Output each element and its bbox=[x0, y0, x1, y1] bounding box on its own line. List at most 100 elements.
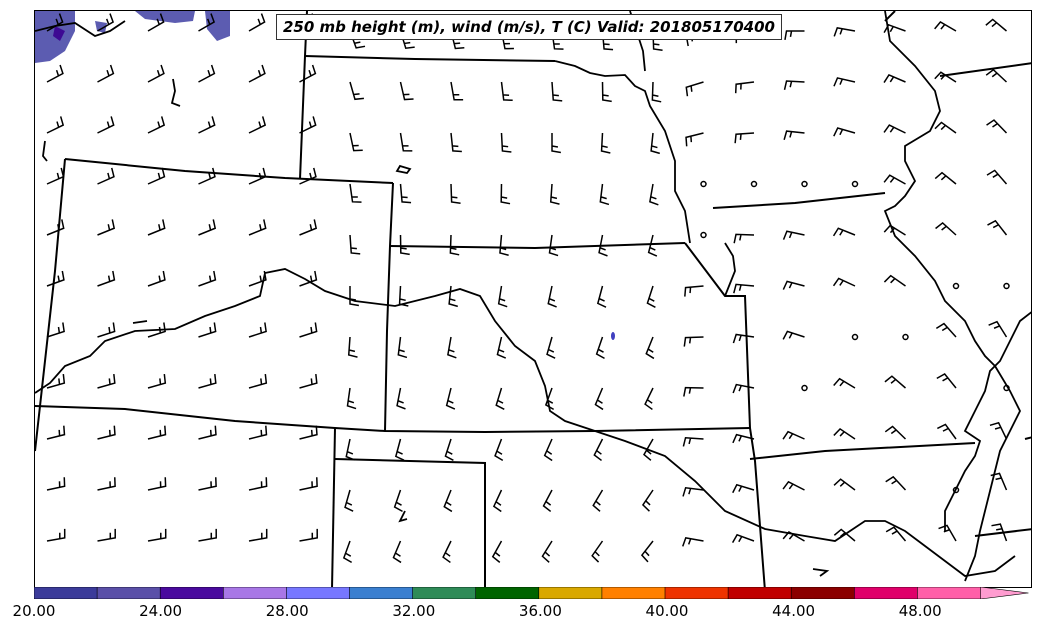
wind-barb bbox=[344, 489, 354, 512]
wind-barb bbox=[450, 81, 464, 101]
wind-barb bbox=[937, 423, 957, 440]
colorbar-segment bbox=[790, 587, 856, 599]
wind-barb bbox=[347, 336, 358, 358]
calm-circle bbox=[851, 180, 859, 188]
wind-barb bbox=[782, 531, 805, 542]
wind-barb bbox=[147, 477, 167, 491]
wind-barb bbox=[198, 425, 217, 440]
wind-barb bbox=[198, 477, 217, 491]
wind-barb bbox=[248, 64, 266, 83]
wind-barb bbox=[883, 124, 906, 134]
wind-barb bbox=[986, 169, 1008, 185]
wind-barb bbox=[733, 283, 755, 294]
wind-barb bbox=[147, 425, 167, 440]
wind-barb bbox=[833, 528, 856, 542]
wind-barb bbox=[198, 64, 216, 83]
wind-barb bbox=[591, 540, 604, 563]
wind-barb bbox=[987, 219, 1008, 236]
wind-barb bbox=[833, 377, 856, 389]
wind-barb bbox=[299, 477, 318, 491]
colorbar-segment bbox=[664, 587, 729, 599]
wind-barb bbox=[731, 533, 755, 544]
wind-barb bbox=[500, 132, 512, 153]
wind-barb bbox=[299, 270, 318, 287]
wind-barb bbox=[46, 116, 65, 134]
wind-barb bbox=[732, 483, 755, 494]
wind-barb bbox=[198, 116, 216, 134]
wind-barb bbox=[783, 80, 805, 91]
wind-barb bbox=[832, 227, 856, 237]
calm-circle bbox=[801, 180, 808, 188]
colorbar-tick-label: 40.00 bbox=[645, 602, 689, 620]
wind-barb bbox=[248, 219, 267, 236]
colorbar-segment bbox=[159, 587, 225, 599]
map-canvas bbox=[35, 11, 1031, 587]
calm-circle bbox=[851, 333, 859, 341]
wind-barb bbox=[684, 285, 704, 297]
colorbar bbox=[34, 587, 1029, 599]
wind-barb bbox=[883, 174, 906, 185]
colorbar-segment bbox=[475, 587, 540, 599]
colorbar-tick-label: 28.00 bbox=[265, 602, 309, 620]
wind-barb bbox=[399, 234, 410, 256]
colorbar-segment bbox=[727, 587, 792, 599]
wind-barb bbox=[833, 77, 856, 87]
wind-barb bbox=[833, 478, 856, 491]
wind-barb bbox=[549, 183, 560, 205]
wind-barb bbox=[443, 489, 453, 513]
wind-barb bbox=[551, 81, 563, 102]
wind-barb bbox=[542, 489, 553, 512]
wind-barb bbox=[397, 336, 408, 359]
wind-barb bbox=[645, 336, 655, 360]
wind-barb bbox=[97, 477, 116, 491]
wind-barb bbox=[784, 30, 805, 40]
wind-barb bbox=[248, 528, 268, 542]
wind-barb bbox=[449, 234, 460, 256]
wind-barb bbox=[641, 489, 654, 512]
wind-barb bbox=[598, 234, 608, 257]
wind-barb bbox=[147, 64, 165, 83]
wind-barb bbox=[497, 285, 508, 308]
calm-circle bbox=[952, 486, 960, 494]
wind-barb bbox=[495, 387, 505, 410]
wind-barb bbox=[600, 132, 611, 154]
wind-barb bbox=[595, 336, 605, 360]
wind-barb bbox=[734, 81, 755, 94]
wind-barb bbox=[883, 224, 906, 236]
wind-barb bbox=[198, 322, 217, 338]
wind-barb bbox=[543, 438, 553, 462]
wind-barb bbox=[342, 540, 353, 564]
wind-barb bbox=[198, 374, 217, 389]
wind-barb bbox=[934, 71, 957, 83]
wind-barb bbox=[782, 230, 805, 240]
wind-barb bbox=[97, 167, 115, 185]
wind-barb bbox=[248, 13, 266, 32]
map-panel bbox=[34, 10, 1032, 588]
wind-barb bbox=[448, 285, 458, 308]
wind-barb bbox=[447, 336, 457, 359]
wind-barb bbox=[732, 383, 755, 394]
colorbar-segment bbox=[980, 587, 1029, 599]
wind-barb bbox=[97, 219, 116, 236]
wind-barb bbox=[399, 132, 413, 152]
colorbar-segment bbox=[538, 587, 603, 599]
wind-barb bbox=[46, 13, 64, 32]
wind-barb bbox=[683, 386, 704, 397]
wind-barb bbox=[399, 81, 414, 101]
wind-barb bbox=[884, 375, 906, 389]
wind-barb bbox=[551, 133, 561, 154]
wind-barb bbox=[198, 167, 216, 185]
wind-barb bbox=[394, 438, 405, 461]
colorbar-tick-label: 36.00 bbox=[518, 602, 562, 620]
colorbar-segment bbox=[349, 587, 414, 599]
colorbar-tick-label: 48.00 bbox=[898, 602, 942, 620]
wind-barb bbox=[46, 374, 66, 389]
wind-barb bbox=[248, 477, 268, 491]
wind-barb bbox=[450, 132, 462, 153]
calm-circle bbox=[952, 282, 960, 290]
wind-barb bbox=[398, 285, 409, 307]
wind-barb bbox=[491, 540, 503, 563]
wind-barb bbox=[97, 270, 116, 287]
wind-barb bbox=[198, 13, 216, 32]
wind-barb bbox=[444, 438, 454, 461]
